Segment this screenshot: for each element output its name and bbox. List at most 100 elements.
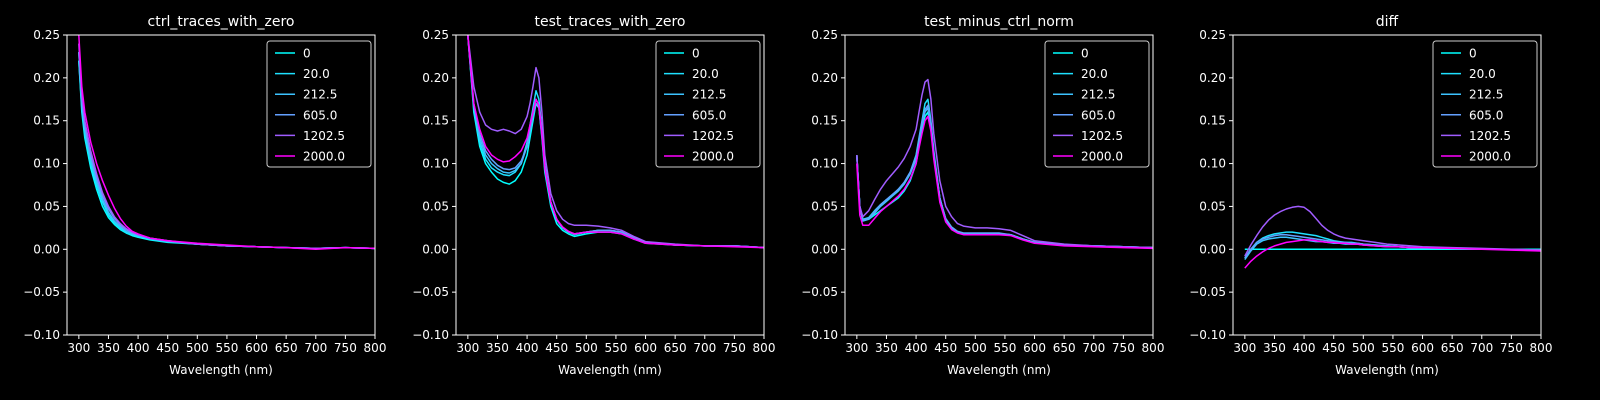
legend: 0 20.0 212.5 605.0 1202.5 2000.0 xyxy=(266,40,372,168)
x-tick-label: 750 xyxy=(723,341,746,355)
x-tick-label: 550 xyxy=(604,341,627,355)
x-tick-label: 450 xyxy=(156,341,179,355)
x-tick-label: 750 xyxy=(1112,341,1135,355)
y-tick-label: 0.00 xyxy=(811,242,838,256)
x-tick-label: 650 xyxy=(1053,341,1076,355)
x-tick-label: 500 xyxy=(186,341,209,355)
x-axis-label: Wavelength (nm) xyxy=(558,363,662,377)
legend-label: 20.0 xyxy=(1081,67,1108,81)
x-tick-label: 600 xyxy=(1023,341,1046,355)
x-tick-label: 650 xyxy=(1441,341,1464,355)
y-tick-label: 0.05 xyxy=(811,199,838,213)
x-tick-label: 650 xyxy=(664,341,687,355)
legend-label: 212.5 xyxy=(692,88,726,102)
legend-label: 2000.0 xyxy=(303,150,345,164)
y-tick-label: 0.00 xyxy=(33,242,60,256)
legend-label: 212.5 xyxy=(1469,88,1503,102)
legend: 0 20.0 212.5 605.0 1202.5 2000.0 xyxy=(655,40,761,168)
series-lines xyxy=(856,78,1153,250)
y-tick-label: 0.05 xyxy=(33,199,60,213)
x-tick-label: 550 xyxy=(993,341,1016,355)
x-tick-label: 650 xyxy=(275,341,298,355)
y-tick-label: 0.15 xyxy=(33,114,60,128)
y-tick-label: 0.05 xyxy=(422,199,449,213)
legend-box xyxy=(266,40,372,168)
x-tick-label: 500 xyxy=(575,341,598,355)
y-tick-label: 0.05 xyxy=(1199,199,1226,213)
x-tick-label: 300 xyxy=(1233,341,1256,355)
y-tick-label: 0.10 xyxy=(811,157,838,171)
subplot-ctrl-traces: ctrl_traces_with_zero Wavelength (nm) 30… xyxy=(23,14,386,377)
y-tick-label: 0.25 xyxy=(811,28,838,42)
x-axis-label: Wavelength (nm) xyxy=(169,363,273,377)
x-tick-label: 600 xyxy=(1411,341,1434,355)
series-line-2000-0 xyxy=(856,115,1153,250)
y-tick-label: 0.15 xyxy=(811,114,838,128)
x-tick-label: 350 xyxy=(486,341,509,355)
y-tick-label: 0.00 xyxy=(422,242,449,256)
y-tick-label: 0.10 xyxy=(1199,157,1226,171)
legend-label: 212.5 xyxy=(1081,88,1115,102)
series-line-1202-5 xyxy=(1244,205,1541,257)
x-tick-label: 750 xyxy=(1500,341,1523,355)
series-lines xyxy=(1244,205,1541,269)
y-tick-label: −0.05 xyxy=(412,285,449,299)
subplot-title: ctrl_traces_with_zero xyxy=(148,14,295,30)
axes-frame xyxy=(1232,34,1542,336)
y-tick-label: −0.05 xyxy=(1189,285,1226,299)
legend-label: 20.0 xyxy=(303,67,330,81)
y-tick-label: −0.10 xyxy=(412,328,449,342)
y-tick-label: 0.15 xyxy=(422,114,449,128)
y-tick-label: 0.10 xyxy=(33,157,60,171)
series-line-2000-0 xyxy=(467,35,764,249)
legend-label: 605.0 xyxy=(692,108,726,122)
x-tick-label: 400 xyxy=(905,341,928,355)
y-tick-label: 0.25 xyxy=(33,28,60,42)
y-tick-label: 0.10 xyxy=(422,157,449,171)
y-tick-label: 0.15 xyxy=(1199,114,1226,128)
legend-label: 0 xyxy=(1081,47,1089,61)
y-tick-label: −0.05 xyxy=(801,285,838,299)
legend-box xyxy=(1044,40,1150,168)
subplot-test-minus-ctrl: test_minus_ctrl_norm Wavelength (nm) 300… xyxy=(801,14,1164,377)
x-axis-label: Wavelength (nm) xyxy=(947,363,1051,377)
subplot-test-traces: test_traces_with_zero Wavelength (nm) 30… xyxy=(412,14,775,377)
x-tick-label: 700 xyxy=(693,341,716,355)
x-tick-label: 800 xyxy=(364,341,387,355)
y-tick-label: 0.25 xyxy=(422,28,449,42)
x-tick-label: 550 xyxy=(215,341,238,355)
x-tick-label: 450 xyxy=(1322,341,1345,355)
x-tick-label: 300 xyxy=(67,341,90,355)
legend-label: 20.0 xyxy=(692,67,719,81)
series-line-1202-5 xyxy=(467,35,764,249)
legend-label: 0 xyxy=(1469,47,1477,61)
axes-frame xyxy=(455,34,765,336)
legend-label: 605.0 xyxy=(1081,108,1115,122)
series-line-2000-0 xyxy=(1244,239,1541,269)
y-tick-label: −0.05 xyxy=(23,285,60,299)
legend-label: 1202.5 xyxy=(1469,129,1511,143)
x-tick-label: 450 xyxy=(545,341,568,355)
legend-label: 1202.5 xyxy=(692,129,734,143)
y-tick-label: 0.00 xyxy=(1199,242,1226,256)
x-tick-label: 800 xyxy=(1530,341,1553,355)
legend-label: 1202.5 xyxy=(1081,129,1123,143)
subplot-diff: diff Wavelength (nm) 300 350 400 450 500 550 6… xyxy=(1189,14,1552,377)
y-tick-label: 0.20 xyxy=(422,71,449,85)
x-tick-label: 300 xyxy=(845,341,868,355)
y-tick-label: −0.10 xyxy=(23,328,60,342)
x-tick-label: 800 xyxy=(753,341,776,355)
legend-label: 0 xyxy=(692,47,700,61)
legend-label: 212.5 xyxy=(303,88,337,102)
y-tick-label: 0.20 xyxy=(33,71,60,85)
x-tick-label: 500 xyxy=(1352,341,1375,355)
axes-frame xyxy=(844,34,1154,336)
subplot-title: test_traces_with_zero xyxy=(535,14,686,30)
axes-frame xyxy=(66,34,376,336)
series-line-2000-0 xyxy=(78,35,375,251)
x-tick-label: 300 xyxy=(456,341,479,355)
x-tick-label: 750 xyxy=(334,341,357,355)
x-tick-label: 350 xyxy=(97,341,120,355)
